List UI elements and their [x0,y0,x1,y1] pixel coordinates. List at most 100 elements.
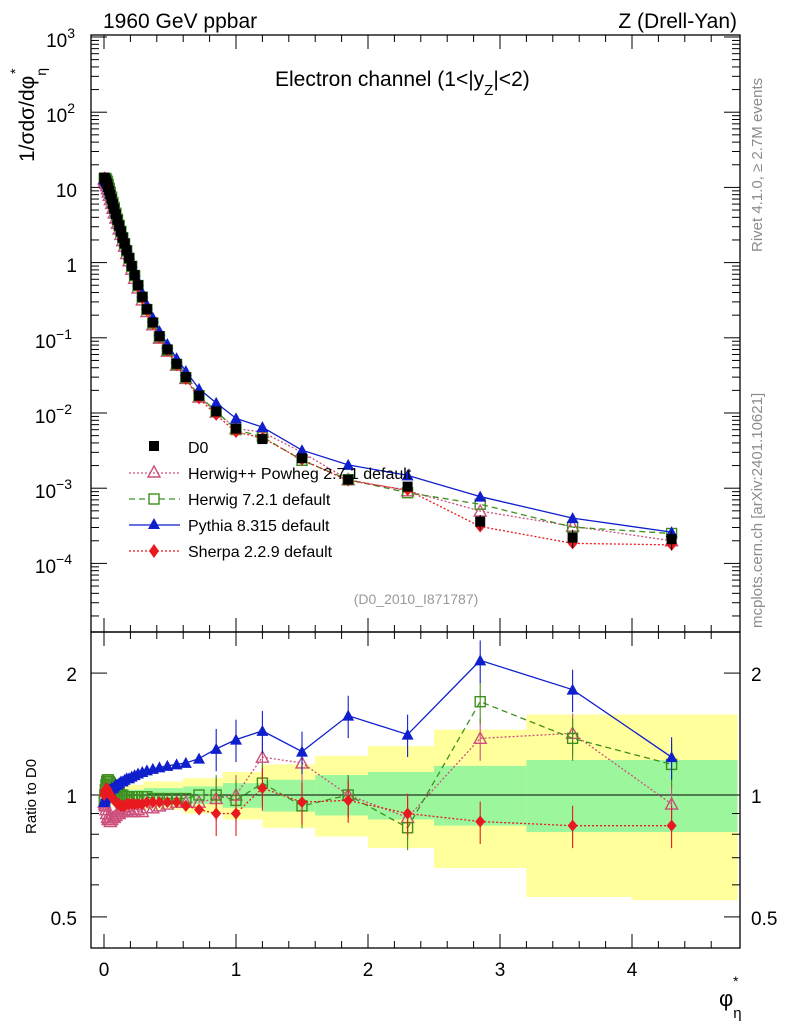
y-tick-label-1e-1: 10−1 [35,326,72,353]
inner-band-8 [526,760,632,833]
rivet-version-label: Rivet 4.1.0, ≥ 2.7M events [749,78,766,252]
inner-band-9 [632,760,738,833]
legend-label-sherpa: Sherpa 2.2.9 default [188,544,333,561]
ratio-point [566,732,579,745]
y-tick-1e2-base: 10 [46,106,67,127]
y-tick-label-1: 1 [66,256,77,277]
legend-marker-herwigpp [146,464,162,478]
d0-point [141,304,152,315]
ratio-tick-label-2-right: 2 [751,665,762,686]
ratio-point [154,796,165,809]
d0-point [567,532,578,543]
ratio-point [297,796,307,809]
y-tick-1e-2-exp: −2 [56,401,72,417]
d0-point [114,220,125,231]
main-line [103,178,672,542]
ratio-point [231,807,241,820]
y-tick-1e-4-base: 10 [35,557,56,578]
ratio-point [475,815,486,828]
ratio-point [211,807,222,820]
ratio-point [179,756,192,768]
ratio-point [401,728,414,740]
d0-point [180,372,191,383]
legend-marker-sherpa [149,544,159,558]
ratio-tick-label-0.5: 0.5 [51,909,77,930]
legend-label-pythia: Pythia 8.315 default [188,518,330,535]
legend-marker-d0 [149,441,159,451]
ratio-point [170,758,183,770]
x-tick-label-0: 0 [99,960,110,981]
d0-point [475,516,486,527]
ratio-point [193,789,205,801]
ratio-point [257,782,268,795]
ratio-point [162,796,173,809]
y-tick-1e-3-exp: −3 [56,476,72,492]
ratio-line [103,732,672,823]
analysis-tag: (D0_2010_I871787) [354,591,479,607]
d0-point [110,209,121,220]
ratio-point [474,695,486,708]
ratio-tick-label-1: 1 [66,787,77,808]
main-line [104,176,672,546]
d0-point [109,203,120,214]
tick-labels: 103 102 10 1 10−1 10−2 10−3 10−4 2 1 0.5… [35,25,778,981]
x-tick-label-4: 4 [627,960,638,981]
x-tick-label-1: 1 [231,960,242,981]
process-label: Z (Drell-Yan) [618,10,737,33]
d0-point [137,291,148,302]
ratio-point [127,804,142,818]
y-tick-label-1e-4: 10−4 [35,551,72,578]
d0-point [257,434,268,445]
ratio-point [343,794,354,807]
ratio-point [171,796,182,809]
legend-entry-herwig7: Herwig 7.2.1 default [129,492,331,509]
series-d0 [99,172,677,551]
legend-marker-pythia [148,518,160,529]
legend-entry-herwigpp: Herwig++ Powheg 2.7.1 default [129,464,412,483]
d0-point [129,270,140,281]
chart-title-sub: Z [484,82,493,99]
y-tick-1e-1-exp: −1 [56,326,72,342]
y-tick-label-1e-2: 10−2 [35,401,72,428]
source-label: mcplots.cern.ch [arXiv:2401.10621] [749,393,766,628]
legend-label-herwigpp: Herwig++ Powheg 2.7.1 default [188,466,412,483]
ratio-y-axis-label: Ratio to D0 [23,759,40,834]
legend-label-herwig7: Herwig 7.2.1 default [188,492,331,509]
chart-title: Electron channel (1<|yZ|<2) [275,68,530,99]
d0-point [124,253,135,264]
d0-point [133,280,144,291]
d0-point [171,358,182,369]
y-tick-label-1e3: 103 [46,25,75,52]
y-tick-1e3-base: 10 [46,31,67,52]
y-axis-label-main: 1/σdσ/dφ [16,76,39,162]
ratio-point [193,752,206,764]
energy-label: 1960 GeV ppbar [103,10,257,33]
legend-entry-d0: D0 [149,440,209,457]
ratio-point [141,796,152,809]
main-point [342,458,355,470]
ratio-uncertainty-bands [104,714,738,901]
y-tick-1e2-exp: 2 [67,100,75,116]
d0-point [147,317,158,328]
d0-point [106,194,117,205]
x-axis-label: φη [719,986,742,1022]
ratio-plot-frame [90,631,741,949]
main-point [401,469,414,481]
ratio-point [210,742,223,754]
x-axis-label-main: φ [719,986,733,1011]
d0-point [126,261,137,272]
main-point [230,412,242,424]
d0-point [121,245,132,256]
d0-point [117,232,128,243]
d0-point [194,390,205,401]
ratio-point [473,730,488,745]
main-plot-frame [90,34,741,633]
y-tick-1e-2-base: 10 [35,407,56,428]
d0-point [666,534,677,545]
ratio-point [255,749,270,763]
legend-entry-pythia: Pythia 8.315 default [129,518,330,535]
y-tick-label-1e-3: 10−3 [35,476,72,503]
d0-point [112,214,123,225]
ratio-tick-label-0.5-right: 0.5 [751,909,777,930]
